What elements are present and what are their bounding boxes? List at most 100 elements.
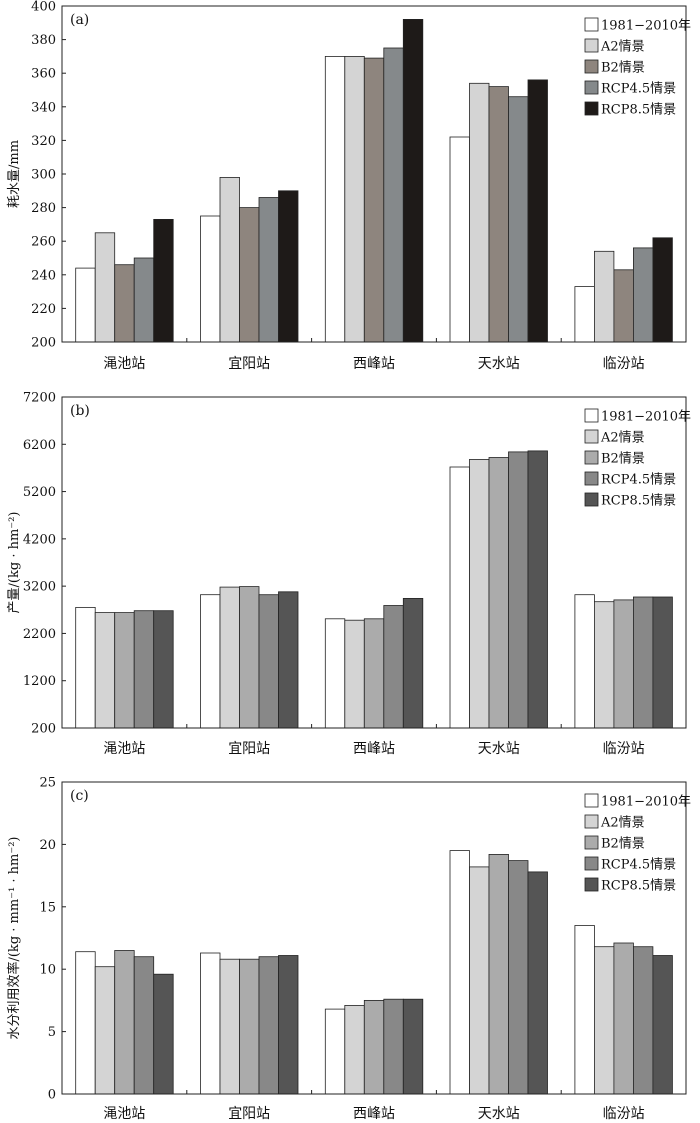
y-tick-label: 360	[31, 67, 56, 82]
x-category-label: 渑池站	[103, 1106, 145, 1122]
y-tick-label: 25	[39, 776, 56, 791]
y-tick-label: 380	[31, 33, 56, 48]
legend-swatch	[584, 408, 599, 423]
bar-0-3-4	[633, 247, 654, 343]
legend-swatch	[584, 17, 599, 32]
bar-0-2-1	[239, 207, 260, 343]
bar-0-1-0	[94, 232, 116, 343]
bar-1-4-1	[278, 591, 299, 729]
legend-label: 1981−2010年	[601, 19, 691, 34]
bar-2-0-3	[449, 850, 470, 1095]
bar-2-2-3	[488, 854, 509, 1095]
bar-2-3-0	[133, 956, 155, 1095]
y-tick-label: 320	[31, 134, 56, 149]
x-category-label: 天水站	[478, 1106, 520, 1122]
bar-1-0-0	[75, 606, 96, 729]
y-axis-label: 水分利用效率/(kg · mm⁻¹ · hm⁻²)	[6, 836, 22, 1039]
x-category-label: 西峰站	[353, 741, 395, 757]
legend-label: 1981−2010年	[601, 795, 691, 810]
chart-c: 0 5 10 15 20 25 渑池站 宜阳站 西峰站 天水站 临汾站 水分利用效率/(kg · mm…	[6, 776, 691, 1123]
legend-label: RCP4.5情景	[601, 858, 676, 873]
bar-2-3-4	[633, 946, 654, 1095]
bar-0-3-2	[383, 47, 404, 343]
legend-swatch	[584, 38, 599, 53]
bar-2-1-0	[94, 966, 116, 1095]
bar-1-0-1	[200, 594, 221, 729]
bar-2-2-4	[613, 942, 634, 1095]
bar-0-0-0	[75, 267, 96, 343]
bar-0-2-3	[488, 86, 509, 343]
bar-1-1-2	[344, 619, 365, 729]
legend-swatch	[584, 814, 599, 829]
x-category-label: 西峰站	[353, 356, 395, 372]
bar-2-0-0	[75, 951, 96, 1095]
legend-label: A2情景	[600, 40, 645, 55]
bar-1-4-2	[402, 597, 424, 729]
x-category-label: 临汾站	[603, 741, 645, 757]
bar-0-0-1	[200, 215, 221, 343]
bar-0-0-3	[449, 136, 470, 343]
legend-swatch	[584, 471, 599, 486]
bar-2-1-1	[219, 958, 240, 1095]
x-category-label: 临汾站	[603, 1106, 645, 1122]
x-category-label: 渑池站	[103, 741, 145, 757]
legend-label: 1981−2010年	[601, 410, 691, 425]
bar-0-4-1	[278, 190, 299, 343]
bar-2-4-4	[652, 955, 673, 1095]
bar-1-4-4	[652, 596, 673, 729]
legend-swatch	[584, 429, 599, 444]
bar-1-0-4	[574, 594, 595, 729]
bar-1-3-2	[383, 605, 404, 729]
legend-swatch	[584, 856, 599, 871]
chart-b: 200 1200 2200 3200 4200 5200 6200 7200 渑池站 宜阳站 西峰站…	[7, 391, 691, 758]
bar-1-1-3	[469, 459, 490, 729]
legend-label: A2情景	[600, 431, 645, 446]
bar-0-1-2	[344, 56, 365, 343]
x-category-label: 渑池站	[103, 356, 145, 372]
legend-swatch	[584, 877, 599, 892]
plot-frame	[61, 781, 687, 1095]
bar-1-3-0	[133, 610, 155, 729]
bar-0-0-4	[574, 286, 595, 343]
legend-swatch	[584, 59, 599, 74]
bar-2-2-2	[363, 999, 385, 1095]
x-category-label: 宜阳站	[228, 1106, 270, 1122]
y-tick-label: 200	[31, 722, 56, 737]
bar-0-3-1	[258, 197, 279, 343]
legend-label: RCP4.5情景	[601, 82, 676, 97]
bar-2-3-2	[383, 998, 404, 1095]
bar-2-2-1	[239, 958, 260, 1095]
bar-2-1-3	[469, 866, 490, 1095]
bar-1-0-3	[449, 466, 470, 729]
bar-0-2-4	[613, 269, 634, 343]
legend-swatch	[584, 492, 599, 507]
bar-2-2-0	[114, 950, 135, 1095]
bar-0-3-3	[508, 96, 529, 343]
y-tick-label: 1200	[23, 674, 56, 689]
bar-2-4-0	[153, 973, 174, 1095]
bar-1-2-0	[114, 612, 135, 729]
bar-2-0-1	[200, 952, 221, 1095]
bar-1-1-4	[594, 601, 615, 729]
legend-label: A2情景	[600, 816, 645, 831]
y-tick-label: 5200	[23, 485, 56, 500]
bar-2-4-1	[278, 955, 299, 1095]
x-category-label: 天水站	[478, 741, 520, 757]
bar-2-1-2	[344, 1004, 365, 1095]
bar-2-4-3	[527, 871, 548, 1095]
bar-0-1-4	[594, 250, 615, 343]
bar-0-4-2	[402, 18, 424, 343]
y-tick-label: 15	[39, 900, 56, 915]
bar-0-2-2	[363, 57, 385, 343]
y-axis-label: 耗水量/mm	[7, 140, 22, 208]
y-tick-label: 300	[31, 168, 56, 183]
chart-a: 200 220 240 260 280 300 320 340 360 380 400 渑池站 宜阳站 西…	[7, 0, 691, 372]
legend-label: B2情景	[601, 61, 645, 76]
bar-0-4-4	[652, 237, 673, 343]
legend-label: B2情景	[601, 837, 645, 852]
y-tick-label: 0	[48, 1088, 56, 1103]
legend-label: RCP4.5情景	[601, 473, 676, 488]
x-category-label: 西峰站	[353, 1106, 395, 1122]
bar-1-1-0	[94, 612, 116, 729]
